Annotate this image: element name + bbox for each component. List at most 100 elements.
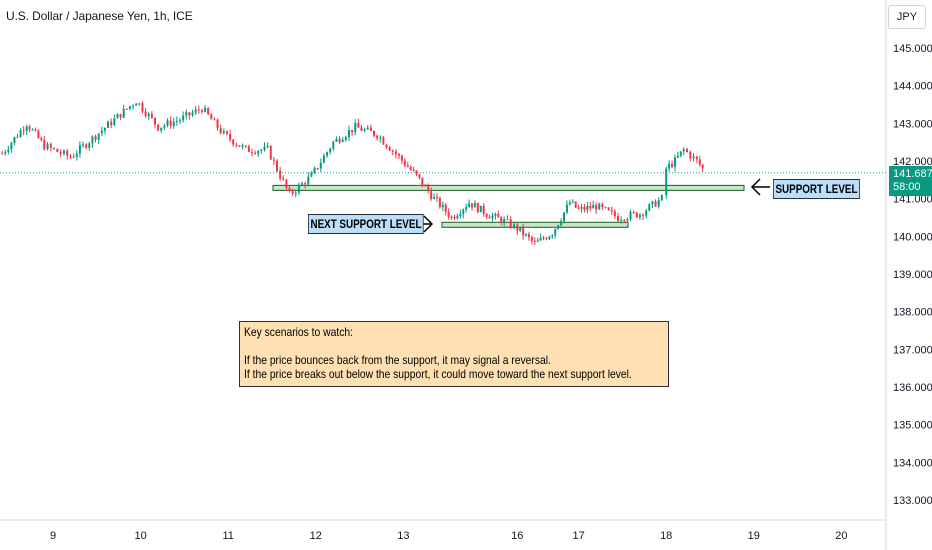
- candle-body: [28, 126, 31, 130]
- candle-body: [577, 207, 580, 209]
- candle-body: [695, 156, 698, 160]
- candle-body: [376, 135, 379, 139]
- candle-body: [391, 150, 394, 152]
- candle-body: [444, 204, 447, 212]
- candle-body: [473, 203, 476, 208]
- candle-body: [421, 177, 424, 186]
- candle-body: [476, 203, 479, 213]
- time-axis[interactable]: 9 10 11 12 13 16 17 18 19 20: [50, 530, 848, 542]
- candle-body: [435, 197, 438, 199]
- candle-body: [574, 201, 577, 208]
- candle-body: [665, 168, 668, 196]
- candle-body: [589, 205, 592, 209]
- candle-body: [200, 110, 203, 112]
- last-price-tag: 141.687 58:00: [889, 166, 932, 196]
- candle-body: [660, 195, 663, 201]
- candle-body: [107, 121, 110, 128]
- time-tick-label: 11: [222, 530, 233, 542]
- next-support-level-label[interactable]: NEXT SUPPORT LEVEL: [308, 214, 424, 234]
- candle-body: [679, 151, 682, 156]
- candle-body: [512, 224, 515, 228]
- support-level-label[interactable]: SUPPORT LEVEL: [773, 179, 860, 199]
- candle-body: [654, 201, 657, 207]
- candle-body: [97, 133, 100, 140]
- candle-body: [623, 219, 626, 221]
- candle-body: [433, 197, 436, 199]
- candle-body: [447, 211, 450, 218]
- candle-body: [522, 227, 525, 236]
- next-support-level-zone[interactable]: [441, 221, 629, 228]
- candle-body: [197, 109, 200, 111]
- candle-body: [257, 150, 260, 154]
- time-tick-label: 20: [835, 530, 847, 542]
- currency-button[interactable]: JPY: [888, 5, 926, 29]
- candle-body: [113, 118, 116, 126]
- candle-body: [485, 214, 488, 217]
- price-tick-label: 134.000: [893, 457, 932, 469]
- candle-body: [468, 203, 471, 208]
- support-level-zone[interactable]: [272, 184, 745, 191]
- candle-body: [56, 148, 59, 152]
- candle-body: [279, 170, 282, 179]
- time-tick-label: 19: [748, 530, 760, 542]
- key-scenarios-note[interactable]: Key scenarios to watch: If the price bou…: [239, 321, 669, 387]
- candle-body: [82, 144, 85, 146]
- candle-body: [689, 151, 692, 159]
- candle-body: [22, 130, 25, 132]
- candle-body: [7, 149, 10, 152]
- candle-body: [260, 149, 263, 151]
- candle-body: [450, 216, 453, 218]
- candle-body: [604, 207, 607, 209]
- candle-body: [601, 203, 604, 208]
- candle-body: [366, 127, 369, 130]
- candle-body: [110, 121, 113, 126]
- price-tick-label: 140.000: [893, 231, 932, 243]
- candle-body: [116, 114, 119, 119]
- candle-body: [682, 149, 685, 152]
- candle-body: [31, 129, 34, 131]
- candle-body: [153, 117, 156, 125]
- candle-body: [147, 113, 150, 117]
- candle-body: [583, 206, 586, 210]
- price-tick-label: 145.000: [893, 43, 932, 55]
- candle-body: [519, 227, 522, 231]
- price-tick-label: 138.000: [893, 307, 932, 319]
- candle-body: [548, 236, 551, 240]
- candle-body: [91, 136, 94, 144]
- candle-body: [554, 228, 557, 236]
- bar-countdown: 58:00: [893, 181, 921, 193]
- candle-body: [304, 183, 307, 185]
- candle-body: [586, 205, 589, 210]
- candle-body: [438, 197, 441, 208]
- candle-body: [557, 225, 560, 229]
- candle-body: [418, 174, 421, 178]
- candle-body: [545, 238, 548, 240]
- candle-body: [632, 212, 635, 214]
- candle-body: [254, 152, 257, 154]
- candle-body: [516, 224, 519, 231]
- candle-body: [482, 205, 485, 215]
- candle-body: [525, 234, 528, 236]
- candle-body: [182, 115, 185, 121]
- candle-body: [338, 138, 341, 143]
- candle-body: [400, 155, 403, 161]
- candle-body: [40, 138, 43, 140]
- price-tick-label: 135.000: [893, 420, 932, 432]
- price-tick-label: 143.000: [893, 118, 932, 130]
- candle-body: [43, 139, 46, 150]
- candle-body: [607, 207, 610, 211]
- candle-body: [194, 109, 197, 113]
- candle-body: [94, 136, 97, 140]
- candle-body: [291, 191, 294, 194]
- candle-body: [297, 184, 300, 193]
- candle-body: [72, 156, 75, 158]
- price-axis[interactable]: 145.000 144.000 143.000 142.000 141.000 140.0…: [893, 43, 932, 507]
- price-tick-label: 139.000: [893, 269, 932, 281]
- candle-body: [610, 210, 613, 212]
- candle-body: [150, 113, 153, 118]
- candle-body: [462, 209, 465, 215]
- candle-body: [539, 237, 542, 241]
- candle-body: [322, 155, 325, 163]
- candle-body: [363, 129, 366, 131]
